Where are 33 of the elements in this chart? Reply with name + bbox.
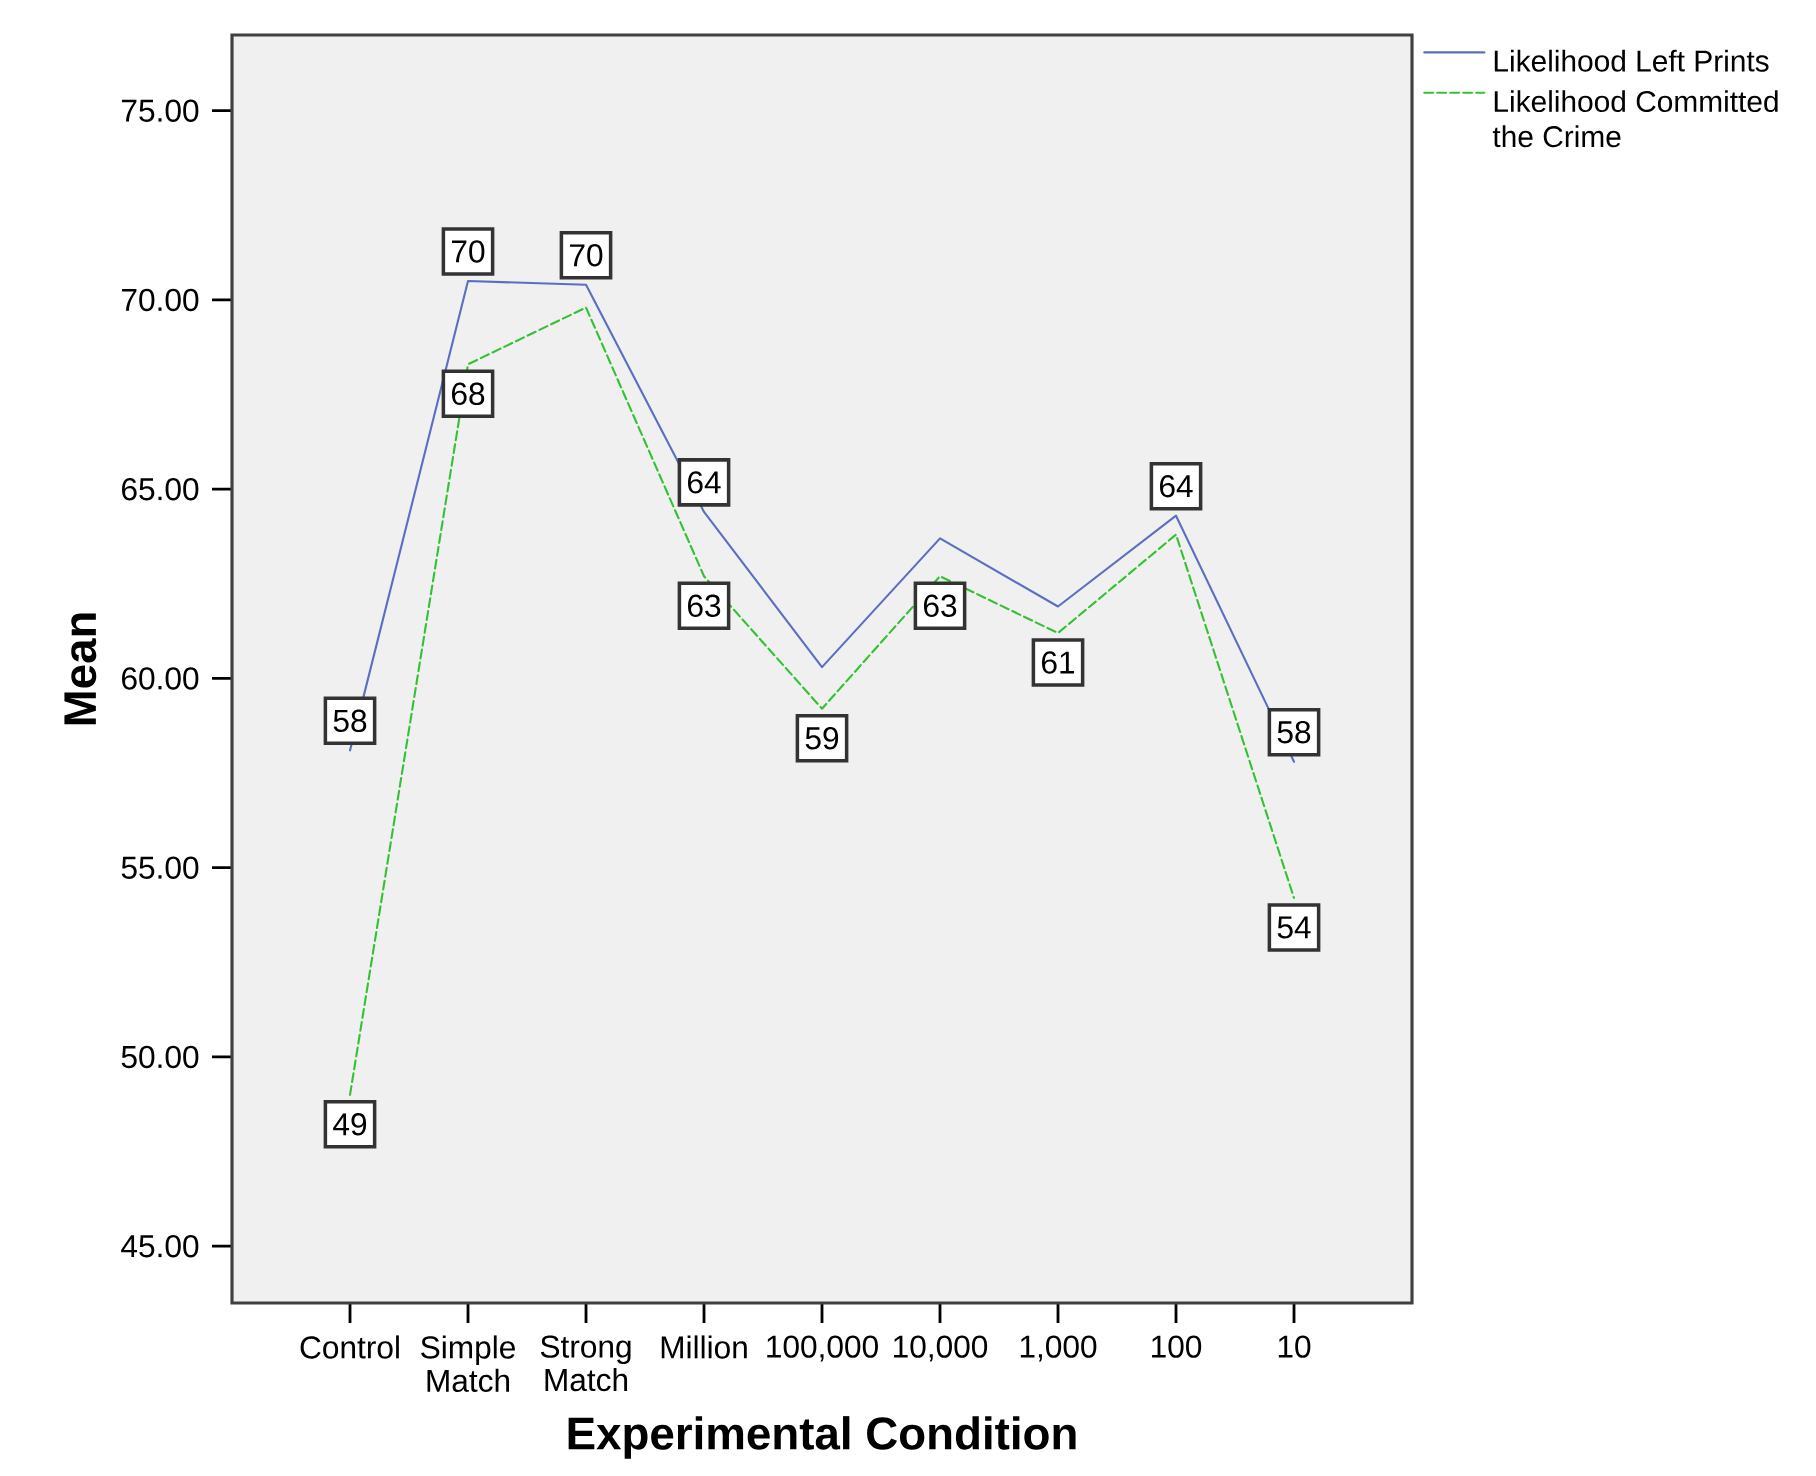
y-tick-label: 45.00 [121,1235,199,1258]
data-label: 58 [1277,720,1311,744]
data-label: 54 [1277,916,1311,939]
data-label: 68 [452,382,485,406]
data-label: 61 [1042,651,1075,674]
legend-label: Likelihood Committed the Crime [1492,90,1778,148]
y-tick-label: 75.00 [122,99,199,122]
data-label: 64 [688,471,721,494]
x-tick-label: 1,000 [1020,1335,1097,1362]
y-tick-label: 60.00 [122,667,199,690]
x-tick-label: Control [300,1335,399,1359]
y-tick-label: 50.00 [121,1045,199,1069]
y-axis-title: Mean [64,613,97,725]
x-tick-label: 10 [1278,1335,1311,1358]
data-label: 49 [333,1113,367,1136]
x-tick-label: Million [661,1335,747,1359]
x-axis-title: Experimental Condition [568,1416,1076,1459]
legend-label: Likelihood Left Prints [1494,49,1769,72]
y-tick-label: 70.00 [122,288,199,312]
data-label: 59 [805,727,839,750]
x-tick-label: 100,000 [767,1335,878,1362]
y-tick-label: 65.00 [122,477,199,501]
data-label: 70 [452,240,485,263]
data-label: 58 [333,709,367,733]
y-tick-label: 55.00 [121,856,199,879]
x-tick-label: Simple Match [421,1335,515,1393]
x-tick-label: 100 [1152,1335,1202,1358]
x-tick-label: Strong Match [540,1335,631,1392]
data-label: 70 [570,244,603,267]
data-label: 63 [688,594,721,617]
data-label: 63 [924,594,957,617]
x-tick-label: 10,000 [894,1335,988,1362]
data-label: 64 [1160,474,1193,498]
